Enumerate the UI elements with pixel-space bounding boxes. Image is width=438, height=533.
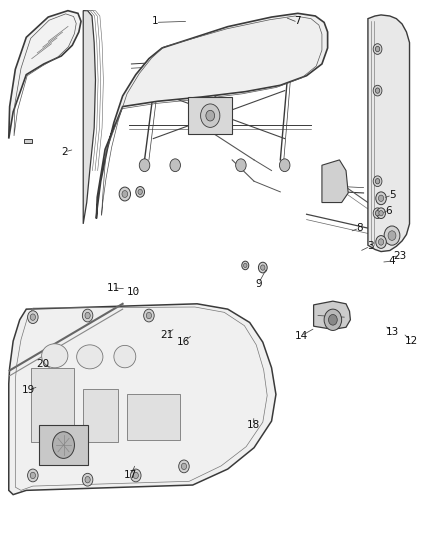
- Circle shape: [377, 208, 385, 219]
- Polygon shape: [96, 13, 328, 219]
- Bar: [31, 368, 74, 442]
- Circle shape: [119, 187, 131, 201]
- Circle shape: [378, 195, 384, 201]
- Circle shape: [85, 312, 90, 319]
- Text: 14: 14: [295, 331, 308, 341]
- Circle shape: [136, 187, 145, 197]
- Text: 4: 4: [389, 256, 396, 266]
- Circle shape: [131, 469, 141, 482]
- Polygon shape: [9, 304, 276, 495]
- Ellipse shape: [114, 345, 136, 368]
- Text: 9: 9: [255, 279, 262, 288]
- Circle shape: [53, 432, 74, 458]
- Circle shape: [28, 469, 38, 482]
- Circle shape: [82, 473, 93, 486]
- Text: 1: 1: [152, 17, 159, 26]
- Circle shape: [384, 226, 400, 245]
- Circle shape: [373, 176, 382, 187]
- Polygon shape: [83, 11, 95, 224]
- Text: 7: 7: [294, 17, 301, 26]
- Circle shape: [376, 236, 386, 248]
- Circle shape: [328, 314, 337, 325]
- Bar: [83, 389, 118, 442]
- Text: 13: 13: [385, 327, 399, 336]
- Polygon shape: [368, 15, 410, 252]
- Circle shape: [146, 312, 152, 319]
- Text: 20: 20: [36, 359, 49, 368]
- Text: 17: 17: [124, 471, 137, 480]
- Circle shape: [261, 265, 265, 270]
- Text: 8: 8: [356, 223, 363, 233]
- Circle shape: [376, 192, 386, 205]
- Circle shape: [206, 110, 215, 121]
- Bar: [39, 425, 88, 465]
- Circle shape: [181, 463, 187, 470]
- Polygon shape: [314, 301, 350, 329]
- Circle shape: [324, 309, 342, 330]
- Circle shape: [236, 159, 246, 172]
- Polygon shape: [9, 11, 81, 139]
- Circle shape: [30, 472, 35, 479]
- Text: 21: 21: [160, 330, 173, 340]
- Ellipse shape: [42, 344, 68, 368]
- Circle shape: [373, 208, 382, 219]
- Circle shape: [144, 309, 154, 322]
- Circle shape: [85, 477, 90, 483]
- Circle shape: [379, 211, 383, 216]
- Text: 6: 6: [385, 206, 392, 215]
- Text: 5: 5: [389, 190, 396, 200]
- Text: 23: 23: [393, 251, 406, 261]
- Text: 16: 16: [177, 337, 190, 347]
- Bar: [127, 394, 180, 440]
- Circle shape: [373, 85, 382, 96]
- Circle shape: [179, 460, 189, 473]
- Circle shape: [375, 88, 380, 93]
- Circle shape: [375, 179, 380, 184]
- Circle shape: [242, 261, 249, 270]
- Circle shape: [375, 211, 380, 216]
- Circle shape: [30, 314, 35, 320]
- Circle shape: [375, 46, 380, 52]
- Text: 18: 18: [247, 421, 260, 430]
- Circle shape: [28, 311, 38, 324]
- Circle shape: [279, 159, 290, 172]
- Circle shape: [82, 309, 93, 322]
- Ellipse shape: [77, 345, 103, 369]
- Circle shape: [139, 159, 150, 172]
- Polygon shape: [24, 139, 32, 143]
- Circle shape: [122, 191, 127, 197]
- Circle shape: [378, 239, 384, 245]
- Circle shape: [244, 263, 247, 268]
- Circle shape: [373, 44, 382, 54]
- Circle shape: [201, 104, 220, 127]
- Circle shape: [138, 189, 142, 195]
- Circle shape: [388, 231, 396, 240]
- Text: 10: 10: [127, 287, 140, 297]
- Text: 19: 19: [22, 385, 35, 395]
- Text: 3: 3: [367, 241, 374, 251]
- Text: 2: 2: [61, 147, 68, 157]
- Circle shape: [170, 159, 180, 172]
- Circle shape: [258, 262, 267, 273]
- Bar: [188, 97, 232, 134]
- Text: 12: 12: [405, 336, 418, 346]
- Text: 11: 11: [106, 283, 120, 293]
- Polygon shape: [322, 160, 348, 203]
- Circle shape: [133, 472, 138, 479]
